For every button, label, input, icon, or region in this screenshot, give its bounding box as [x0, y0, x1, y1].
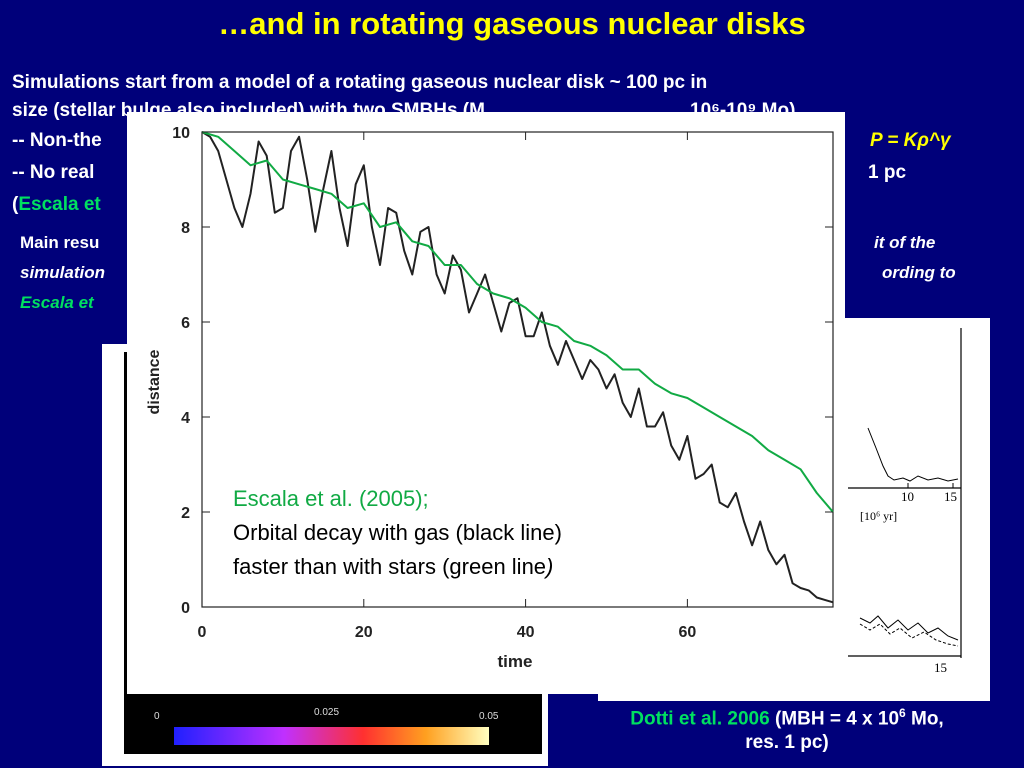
orbital-decay-plot: 0 20 40 60 0 2 4 6 8 10 time distance Escala et a… — [127, 112, 845, 694]
y-tick-label: 2 — [181, 505, 190, 522]
x-tick-label: 60 — [678, 624, 696, 641]
bullet-line-3: -- Non-the — [12, 130, 102, 151]
dotti-text: (MBH = 4 x 10 — [769, 708, 900, 730]
results-line-3: Escala et — [20, 293, 94, 312]
x-axis-label: time — [498, 652, 533, 671]
right-tick-10: 10 — [901, 489, 914, 504]
plot-frame — [201, 131, 834, 608]
annotation-line-2: Orbital decay with gas (black line) — [233, 520, 562, 545]
results-line-1: Main resu — [20, 233, 100, 252]
citation-escala: Escala et — [18, 194, 101, 215]
x-tick-label: 0 — [198, 624, 207, 641]
annotation-line-3: faster than with stars (green line) — [233, 554, 553, 580]
stars-orbit-line — [201, 131, 834, 513]
paren: ( — [12, 194, 19, 215]
dotti-text-2: Mo, — [905, 708, 944, 730]
results-line-2: simulation — [20, 263, 106, 282]
results-line-1-end: it of the — [874, 233, 936, 252]
annotation-line-1: Escala et al. (2005); — [233, 486, 429, 511]
results-line-2-end: ording to — [882, 263, 956, 282]
equation-of-state: P = Kρ^γ — [870, 130, 951, 151]
plot-svg: 0 20 40 60 0 2 4 6 8 10 time distance — [146, 125, 834, 671]
dotti-plot-svg: 10 15 [10⁶ yr] 15 — [848, 328, 962, 675]
y-tick-label: 6 — [181, 315, 190, 332]
plot-lines — [201, 131, 834, 604]
dotti-sup: 6 — [899, 706, 906, 720]
right-tick-15: 15 — [944, 489, 957, 504]
bullet-line-4: -- No real — [12, 162, 95, 183]
slide-title: …and in rotating gaseous nuclear disks — [218, 6, 806, 41]
y-axis-label: distance — [146, 349, 163, 414]
gas-orbit-line — [201, 131, 834, 604]
dotti-caption: Dotti et al. 2006 (MBH = 4 x 106 Mo, res… — [552, 706, 1022, 755]
bullet-line-5: (Escala et — [12, 195, 101, 214]
colorbar — [174, 727, 489, 745]
y-tick-label: 10 — [172, 125, 190, 142]
colorbar-tick-0: 0 — [154, 711, 160, 722]
x-tick-label: 20 — [355, 624, 373, 641]
dotti-line-2: res. 1 pc) — [745, 732, 829, 754]
y-tick-label: 0 — [181, 600, 190, 617]
colorbar-svg: 0 0.025 0.05 — [154, 707, 499, 745]
annotation-line-3-text: faster than with stars (green line — [233, 554, 547, 579]
right-time-unit: [10⁶ yr] — [860, 509, 897, 523]
annotation-line-3-end: ) — [546, 554, 554, 579]
y-tick-label: 8 — [181, 220, 190, 237]
colorbar-tick-2: 0.05 — [479, 711, 499, 722]
y-tick-label: 4 — [181, 410, 190, 427]
x-tick-label: 40 — [517, 624, 535, 641]
colorbar-tick-1: 0.025 — [314, 707, 339, 718]
right-tick-15-bottom: 15 — [934, 660, 947, 675]
bullet-line-4-end: 1 pc — [868, 162, 907, 183]
plot-ticks: 0 20 40 60 0 2 4 6 8 10 — [172, 125, 833, 641]
dotti-citation: Dotti et al. 2006 — [630, 708, 770, 730]
bullet-line-1: Simulations start from a model of a rota… — [12, 72, 708, 93]
plot-axes — [201, 131, 834, 608]
